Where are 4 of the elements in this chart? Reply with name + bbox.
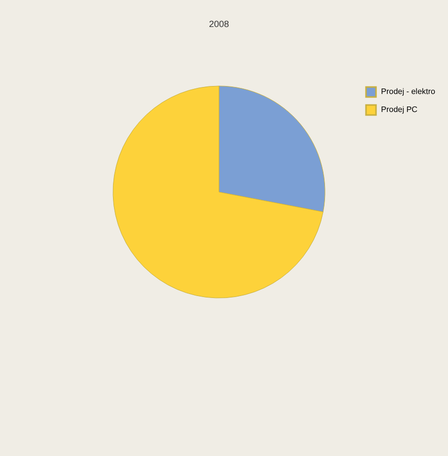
chart-title: 2008 xyxy=(208,19,230,29)
legend-label: Prodej - elektro xyxy=(381,87,436,96)
pie-slice xyxy=(112,86,324,298)
legend-label: Prodej PC xyxy=(381,105,418,114)
